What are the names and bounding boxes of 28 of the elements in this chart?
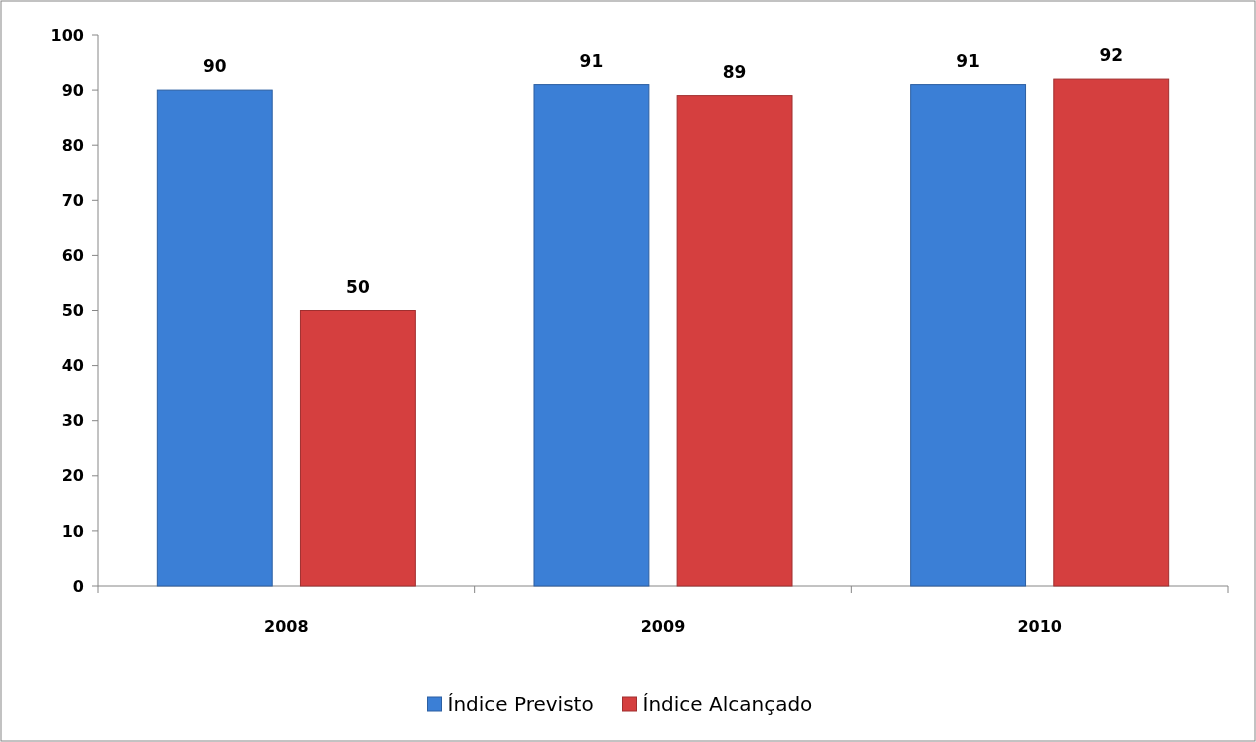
data-label: 91 bbox=[956, 50, 980, 71]
bar bbox=[910, 84, 1027, 587]
y-tick-label: 60 bbox=[61, 246, 84, 265]
data-label: 92 bbox=[1099, 45, 1124, 66]
legend-label: Índice Previsto bbox=[447, 692, 594, 716]
x-tick-label: 2008 bbox=[264, 617, 309, 636]
legend-label: Índice Alcançado bbox=[642, 692, 813, 716]
data-label: 89 bbox=[722, 61, 747, 82]
data-label: 50 bbox=[346, 276, 370, 297]
y-tick-label: 70 bbox=[61, 190, 84, 210]
bar bbox=[299, 310, 416, 587]
bar bbox=[676, 95, 793, 587]
x-tick-label: 2010 bbox=[1017, 617, 1062, 636]
bar bbox=[156, 89, 273, 587]
x-tick-label: 2009 bbox=[640, 617, 686, 636]
y-tick-label: 20 bbox=[61, 466, 84, 486]
y-tick-label: 30 bbox=[61, 411, 84, 431]
y-tick-label: 90 bbox=[61, 80, 84, 100]
data-label: 90 bbox=[202, 56, 227, 77]
y-tick-label: 0 bbox=[72, 576, 84, 596]
y-tick-label: 80 bbox=[61, 135, 84, 155]
y-tick-label: 40 bbox=[61, 356, 84, 376]
bar bbox=[533, 84, 650, 587]
y-tick-label: 10 bbox=[61, 521, 84, 541]
bar bbox=[1053, 78, 1170, 587]
y-tick-label: 100 bbox=[50, 25, 84, 45]
y-tick-label: 50 bbox=[61, 301, 84, 321]
data-label: 91 bbox=[579, 50, 604, 71]
